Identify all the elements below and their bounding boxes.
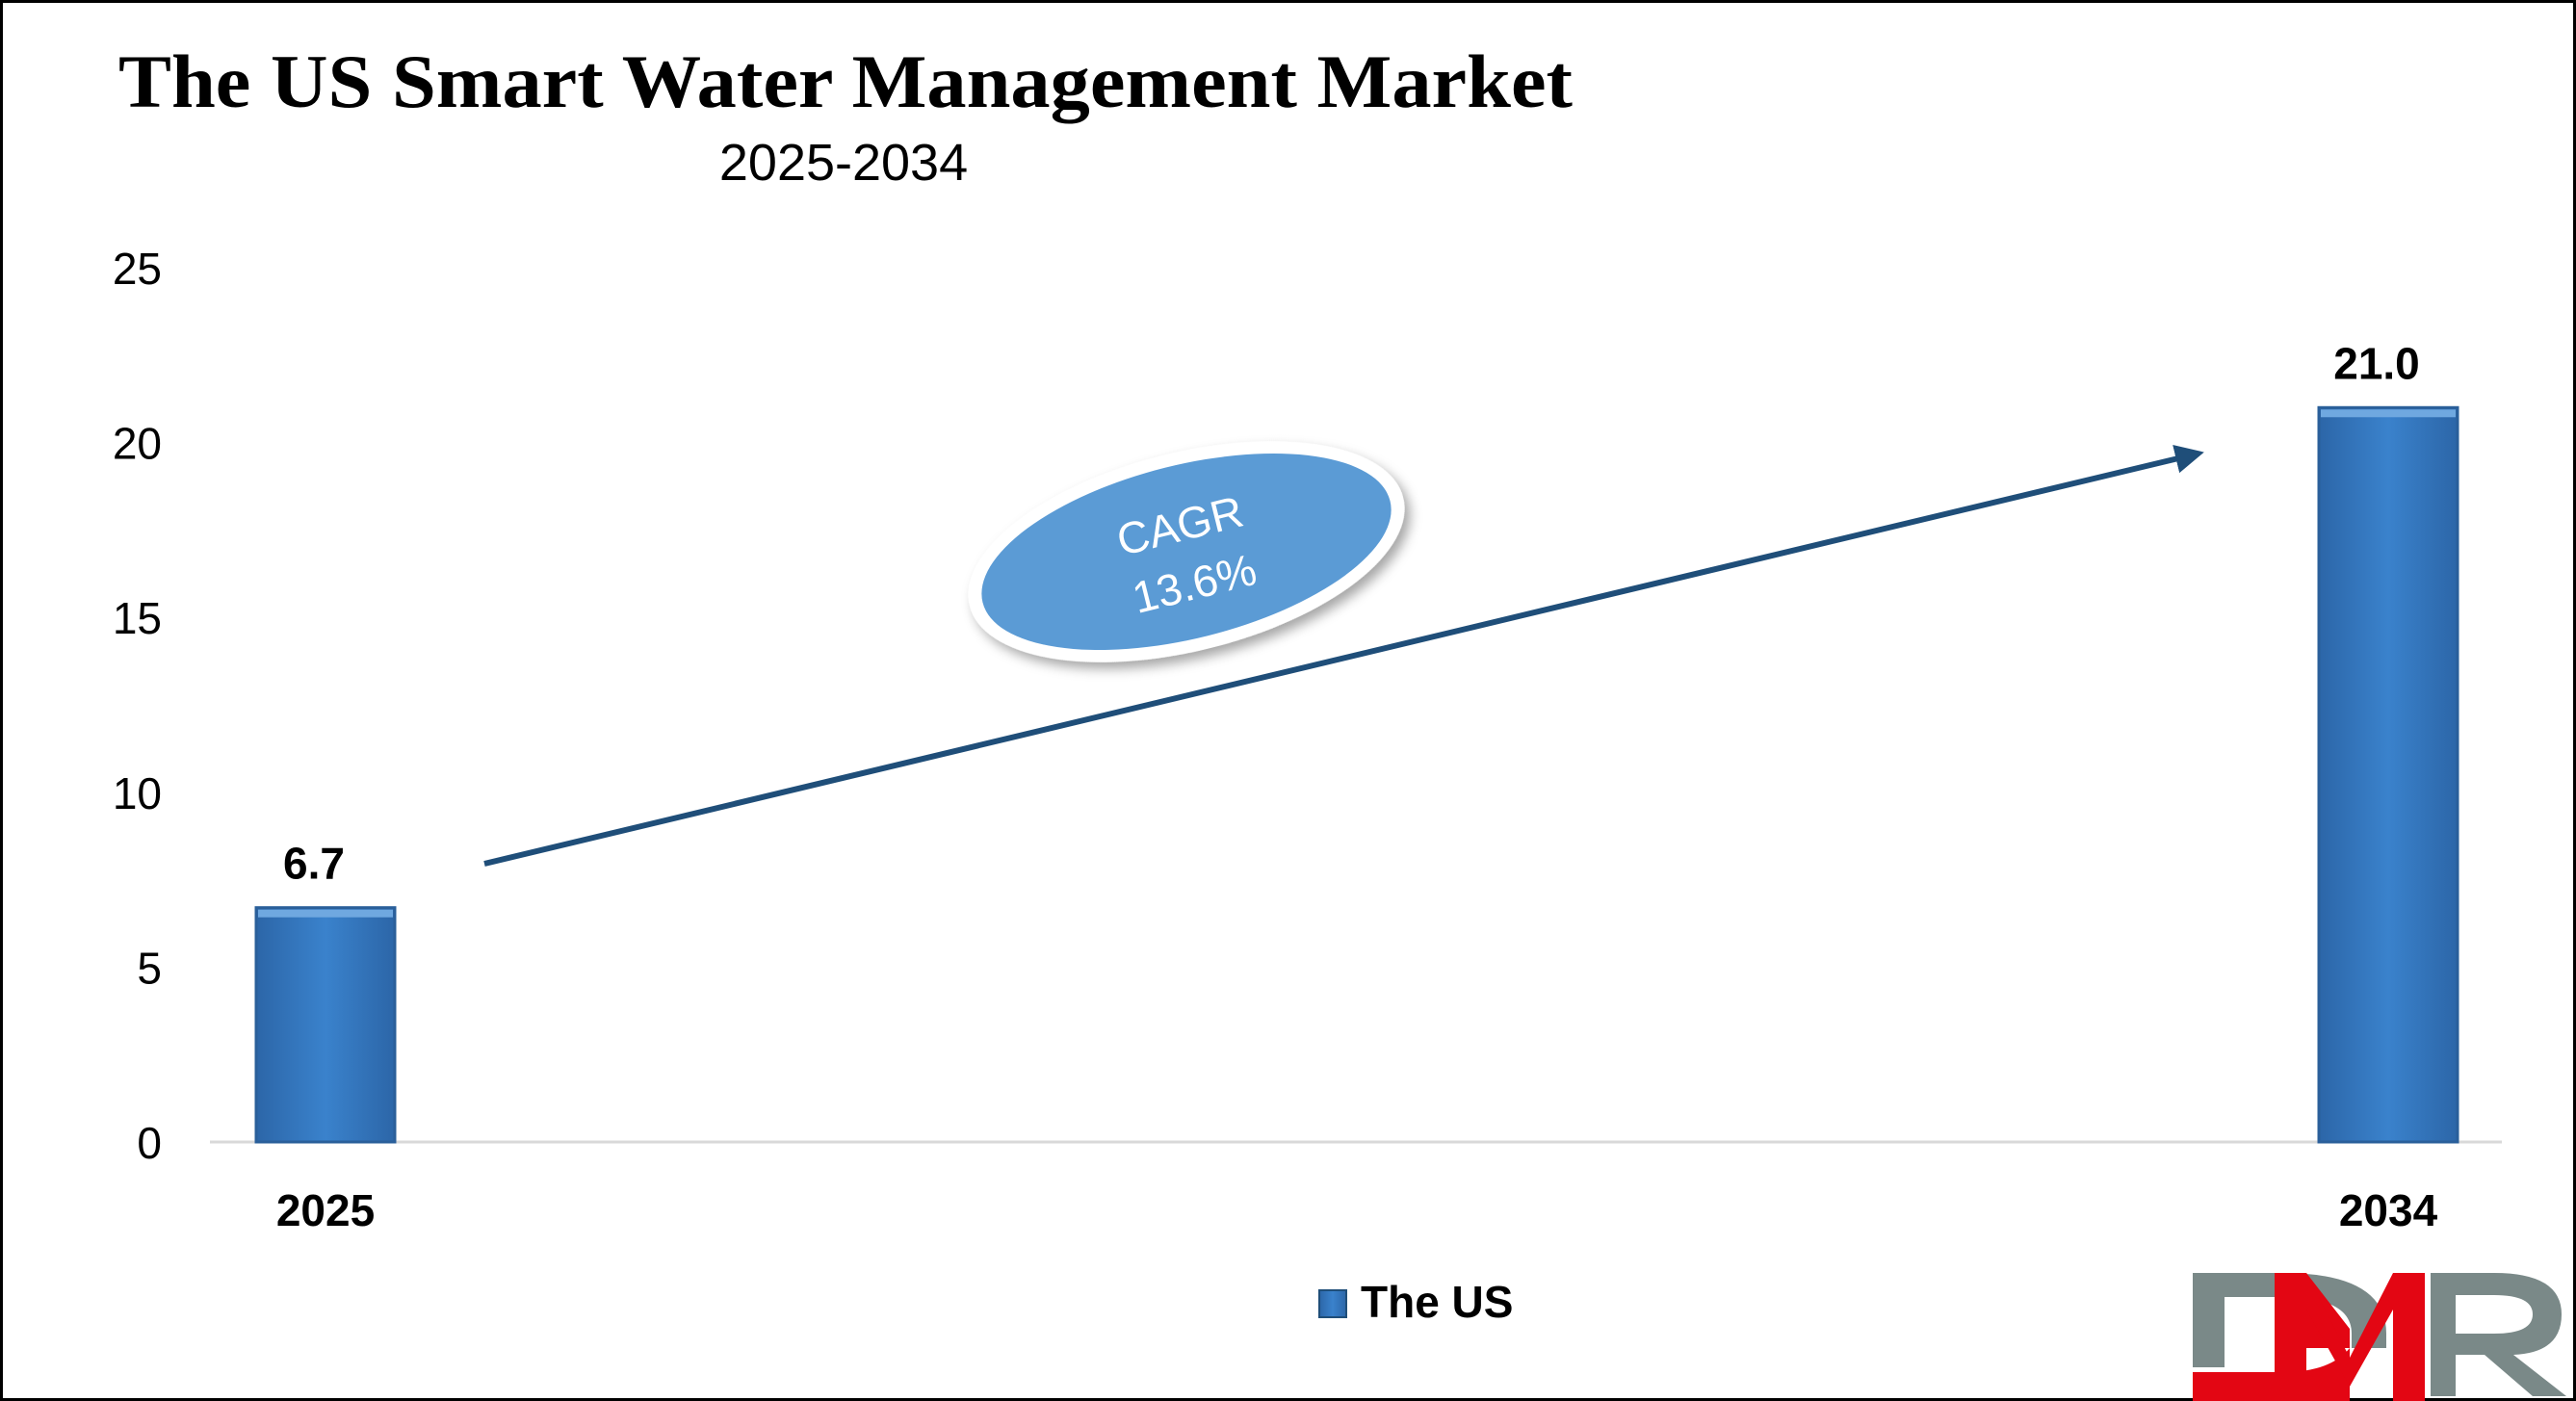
- y-tick-label: 0: [137, 1118, 162, 1168]
- chart-title: The US Smart Water Management Market: [118, 39, 1573, 123]
- y-tick-label: 20: [113, 419, 162, 469]
- cagr-badge: CAGR 13.6%: [968, 441, 1405, 662]
- x-tick-label: 2025: [276, 1185, 375, 1235]
- legend: The US: [1318, 1277, 1513, 1327]
- cagr-arrow: [483, 444, 2204, 867]
- bar-top-highlight: [258, 909, 393, 918]
- bar-2025: [254, 906, 397, 1144]
- value-label: 6.7: [283, 839, 345, 889]
- y-tick-label: 5: [137, 943, 162, 993]
- dmr-logo: [2193, 1273, 2566, 1401]
- y-tick-label: 15: [113, 593, 162, 643]
- legend-label: The US: [1361, 1277, 1513, 1327]
- y-tick-label: 25: [113, 244, 162, 294]
- y-tick-label: 10: [113, 768, 162, 818]
- value-label: 21.0: [2333, 338, 2420, 388]
- bar-top-highlight: [2321, 409, 2456, 418]
- x-tick-label: 2034: [2339, 1185, 2438, 1235]
- legend-swatch: [1318, 1289, 1347, 1318]
- chart-subtitle: 2025-2034: [719, 134, 968, 192]
- bar-2034: [2317, 405, 2459, 1144]
